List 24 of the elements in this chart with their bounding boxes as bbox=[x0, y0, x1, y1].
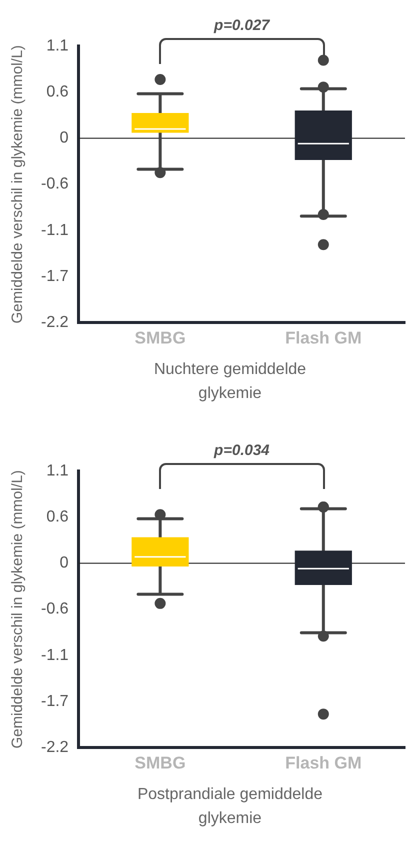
y-tick-label: 0.6 bbox=[46, 84, 69, 101]
text: p=0.034 bbox=[213, 442, 270, 459]
y-tick-label: -1.1 bbox=[40, 646, 69, 664]
y-tick-label: -0.6 bbox=[40, 176, 69, 193]
y-tick-label: 0 bbox=[60, 554, 69, 572]
y-tick-label: -1.1 bbox=[40, 222, 69, 239]
y-tick-label: -1.7 bbox=[40, 268, 69, 285]
x-tick-label: SMBG bbox=[134, 753, 186, 772]
y-tick-label: -2.2 bbox=[40, 314, 69, 332]
x-tick-label: SMBG bbox=[134, 328, 186, 348]
y-axis-title: Gemiddelde verschil in glykemie (mmol/L) bbox=[9, 45, 26, 324]
x-tick-label: Flash GM bbox=[285, 328, 362, 348]
y-axis-title: Gemiddelde verschil in glykemie (mmol/L) bbox=[9, 470, 26, 749]
y-tick-label: -0.6 bbox=[40, 600, 69, 618]
y-tick-label: 0.6 bbox=[46, 508, 69, 526]
x-tick-label: Flash GM bbox=[285, 753, 362, 772]
text: p=0.027 bbox=[213, 17, 270, 34]
y-tick-label: -1.7 bbox=[40, 692, 69, 710]
y-tick-label: 0 bbox=[60, 130, 69, 147]
y-tick-label: 1.1 bbox=[46, 37, 69, 54]
y-tick-label: -2.2 bbox=[40, 739, 69, 756]
x-axis-title: Nuchtere gemiddelde glykemie bbox=[152, 360, 308, 404]
y-tick-label: 1.1 bbox=[46, 462, 69, 480]
x-axis-title: Postprandiale gemiddelde glykemie bbox=[136, 785, 324, 829]
